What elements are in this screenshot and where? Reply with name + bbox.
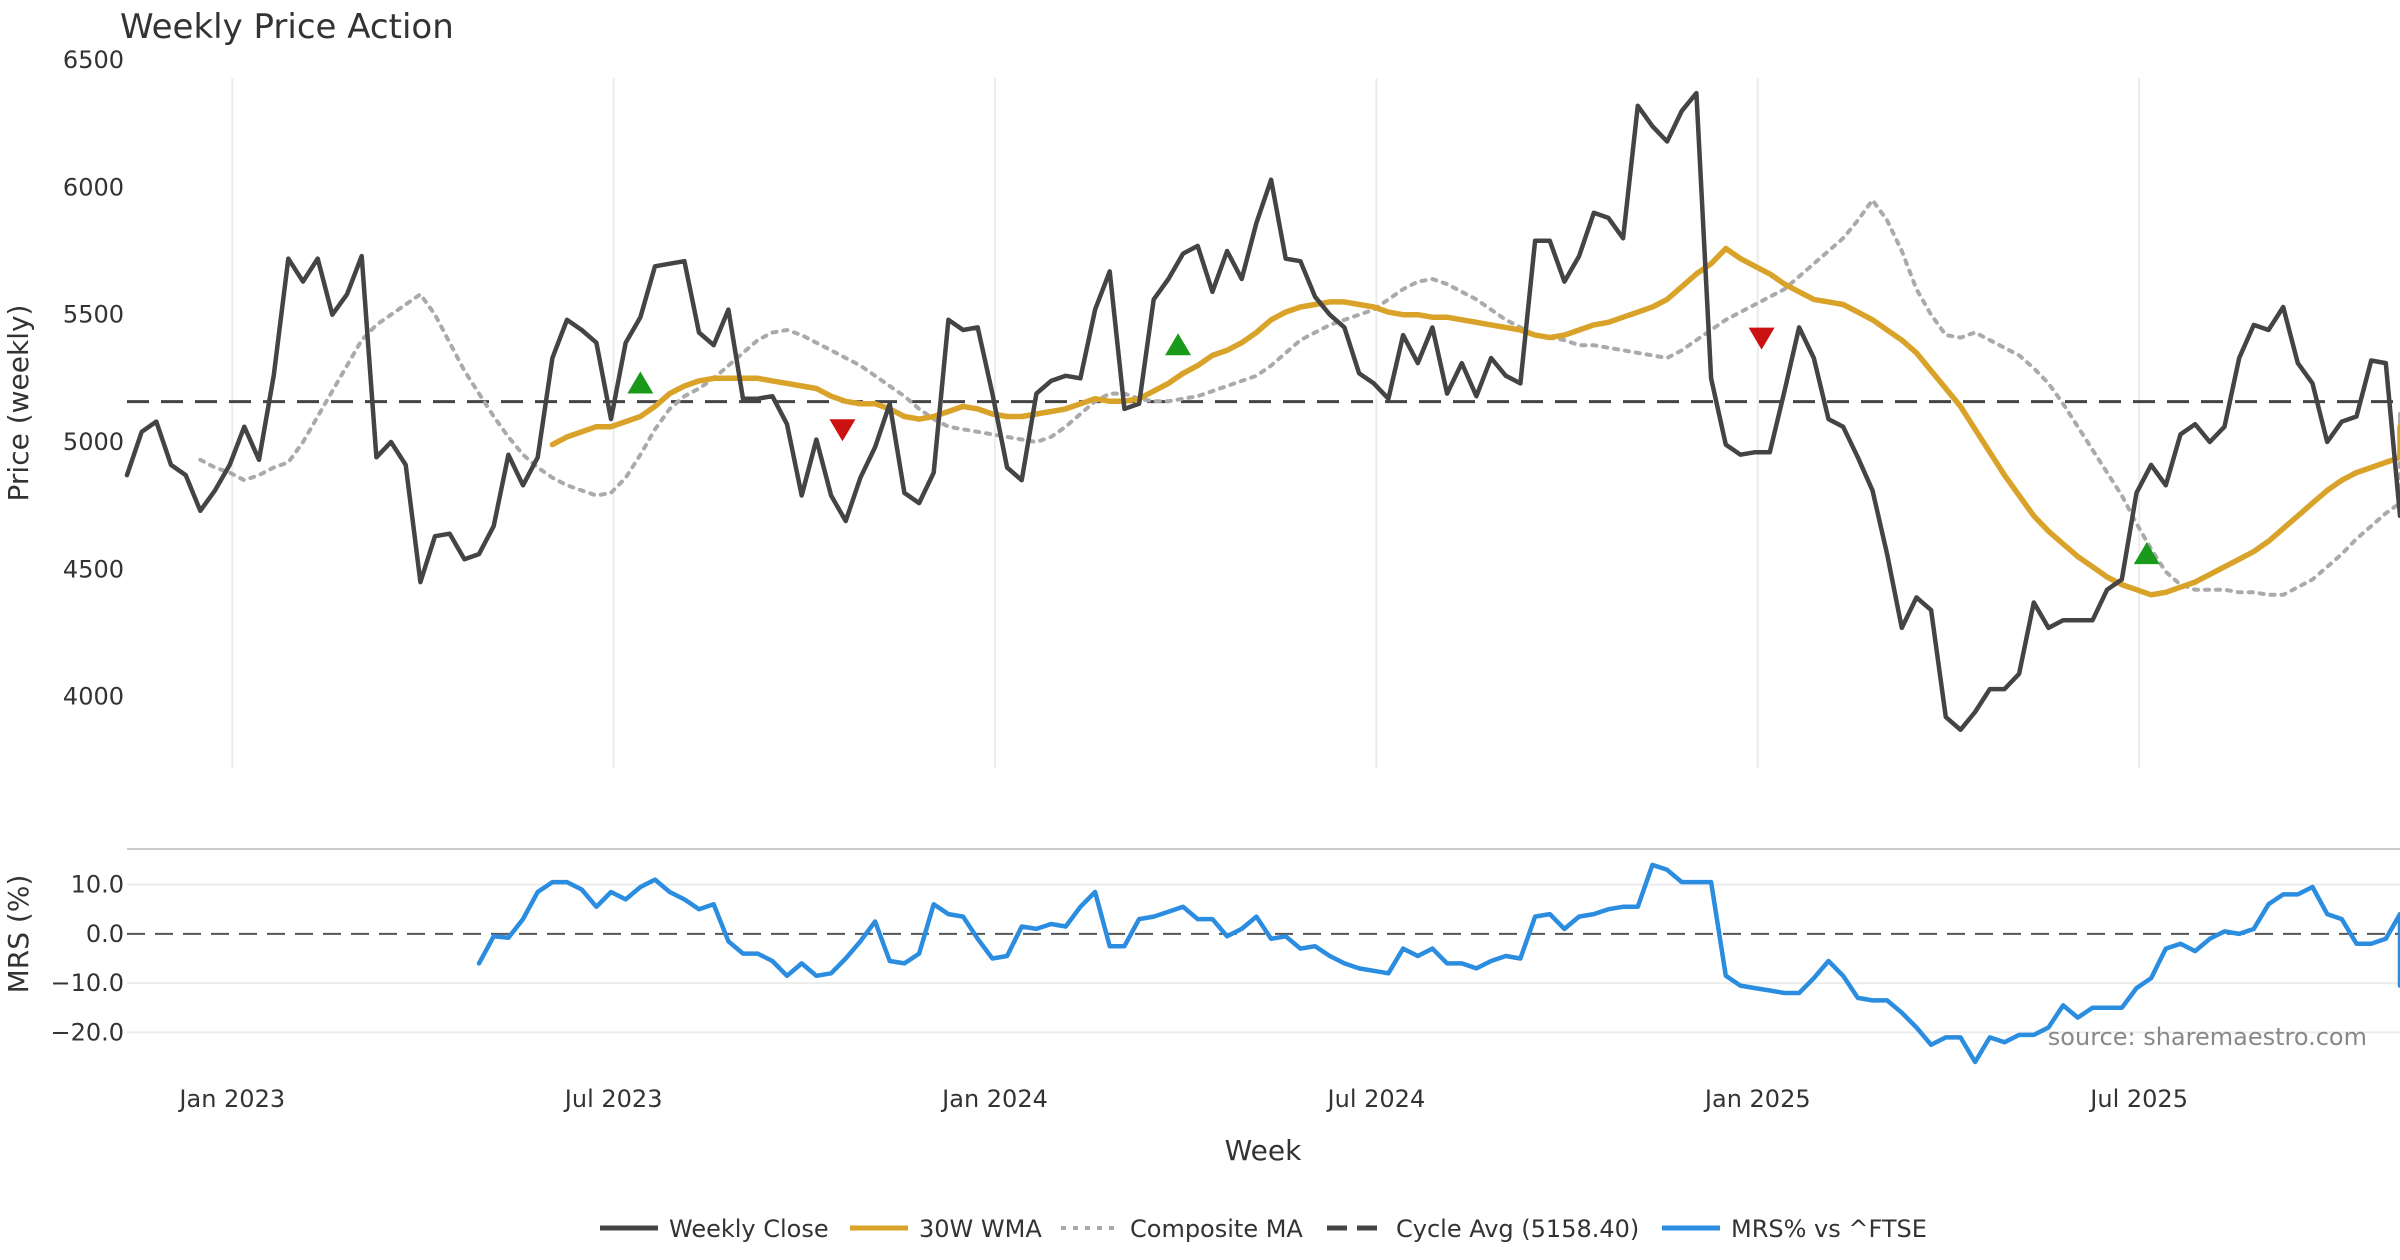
price-y-tick-label: 6500 [63,46,124,74]
x-axis-title: Week [1225,1134,1302,1167]
mrs-series [476,862,2400,1065]
price-grid [231,78,2141,768]
mrs-y-tick-label: 0.0 [86,920,124,948]
legend-label: Composite MA [1130,1215,1303,1243]
price-series [124,90,2400,733]
chart-title: Weekly Price Action [120,7,454,47]
price-y-axis-title: Price (weekly) [2,305,35,502]
price-y-ticks: 4000 4500 5000 5500 6000 6500 [63,46,124,711]
series-line-composite-ma [198,198,2400,597]
legend-label: Cycle Avg (5158.40) [1396,1215,1639,1243]
buy-signal-marker [2133,542,2160,565]
price-y-tick-label: 5500 [63,301,124,329]
price-y-tick-label: 5000 [63,428,124,456]
mrs-y-tick-label: −20.0 [50,1018,124,1046]
x-tick-label: Jul 2024 [1326,1085,1426,1113]
x-tick-label: Jul 2025 [2088,1085,2188,1113]
price-y-tick-label: 4000 [63,683,124,711]
series-line-weekly-close [124,90,2400,733]
buy-signal-marker [1165,333,1192,356]
mrs-y-tick-label: 10.0 [71,871,124,899]
mrs-grid [127,883,2400,1034]
mrs-y-ticks: 10.0 0.0 −10.0 −20.0 [50,871,124,1047]
legend-label: Weekly Close [669,1215,829,1243]
legend: Weekly Close 30W WMA Composite MA Cycle Avg… [600,1215,1927,1243]
x-tick-label: Jan 2023 [177,1085,285,1113]
price-y-tick-label: 6000 [63,173,124,201]
sell-signal-marker [1748,327,1775,350]
mrs-y-axis-title: MRS (%) [2,875,35,994]
series-line-30w-wma [549,245,2400,598]
signal-markers [627,327,2160,565]
x-tick-label: Jan 2025 [1703,1085,1811,1113]
legend-label: 30W WMA [919,1215,1042,1243]
buy-signal-marker [627,371,654,394]
price-y-tick-label: 4500 [63,555,124,583]
series-line-mrs [476,862,2400,1065]
x-tick-label: Jan 2024 [940,1085,1048,1113]
x-axis-ticks: Jan 2023 Jul 2023 Jan 2024 Jul 2024 Jan 2025… [177,1085,2188,1113]
mrs-y-tick-label: −10.0 [50,969,124,997]
sell-signal-marker [829,419,856,442]
x-tick-label: Jul 2023 [563,1085,663,1113]
legend-label: MRS% vs ^FTSE [1731,1215,1927,1243]
source-note: source: sharemaestro.com [2048,1023,2367,1051]
